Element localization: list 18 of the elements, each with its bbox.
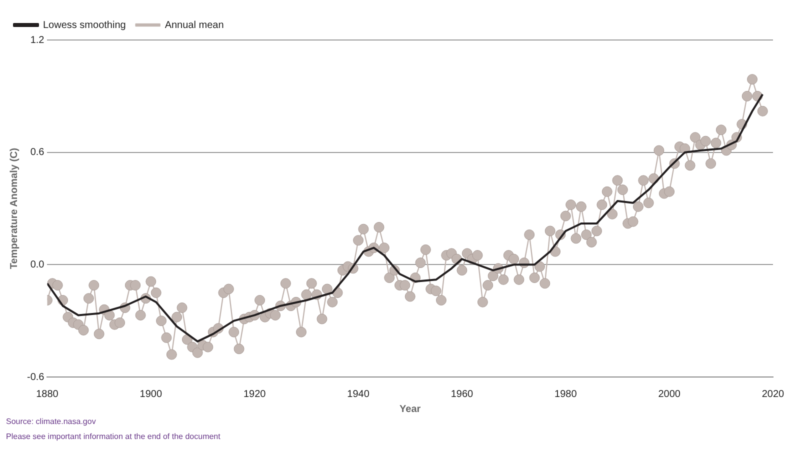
x-tick-label: 1940 — [347, 388, 370, 400]
x-tick-label: 1900 — [140, 388, 162, 400]
x-tick-label: 1980 — [554, 388, 578, 400]
legend-label: Lowess smoothing — [43, 20, 126, 31]
x-tick-label: 2020 — [762, 388, 785, 400]
source-note: Source: climate.nasa.gov — [6, 417, 97, 426]
x-tick-label: 2000 — [658, 388, 681, 400]
y-tick-label: 0.0 — [30, 259, 45, 270]
y-axis-title: Temperature Anomaly (C) — [8, 148, 20, 270]
y-tick-label: 0.6 — [30, 147, 45, 158]
legend-label: Annual mean — [164, 20, 224, 31]
x-tick-label: 1880 — [36, 388, 59, 400]
x-axis-title: Year — [400, 404, 421, 415]
y-tick-label: -0.6 — [26, 372, 45, 383]
text: Please see important information at the end of the document — [6, 432, 222, 441]
x-tick-label: 1960 — [450, 388, 474, 400]
x-tick-label: 1920 — [243, 388, 266, 400]
y-tick-label: 1.2 — [30, 34, 45, 46]
